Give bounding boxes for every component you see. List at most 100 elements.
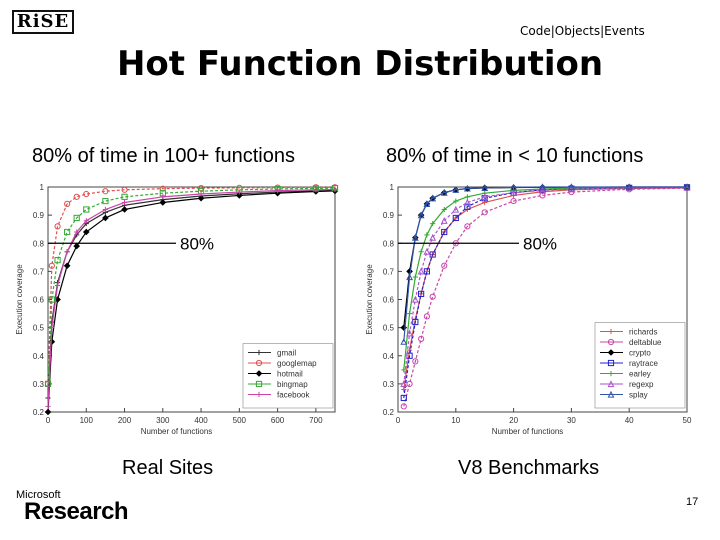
y-axis-label: Execution coverage (365, 264, 374, 335)
data-point-hotmail (44, 408, 52, 416)
data-point-googlemap (54, 223, 61, 230)
right-chart-caption: V8 Benchmarks (458, 457, 600, 479)
data-point-bingmap (73, 214, 80, 222)
annotation-bg (521, 233, 561, 252)
y-axis-label: Execution coverage (15, 264, 24, 335)
data-point-earley (441, 206, 447, 213)
data-point-facebook (74, 229, 80, 235)
y-tick-label: 0.8 (383, 239, 395, 248)
data-point-googlemap (83, 190, 90, 198)
rise-logo: RiSE (12, 10, 74, 34)
data-point-bingmap (54, 257, 61, 264)
data-point-splay (463, 184, 471, 192)
y-tick-label: 0.6 (33, 296, 45, 305)
data-point-googlemap (159, 185, 166, 192)
data-point-splay (539, 183, 546, 191)
data-point-bingmap (44, 380, 52, 387)
data-point-regexp (539, 186, 546, 194)
legend-marker-deltablue (607, 338, 615, 346)
data-point-regexp (463, 198, 471, 206)
data-point-facebook (121, 199, 128, 206)
data-point-deltablue (464, 223, 471, 230)
data-point-splay (417, 211, 425, 219)
series-line-hotmail (47, 190, 336, 413)
right-chart-subtitle: 80% of time in < 10 functions (386, 145, 644, 167)
data-point-hotmail (82, 228, 90, 236)
series-line-raytrace (403, 186, 688, 399)
series-line-googlemap (47, 186, 335, 384)
legend-label-richards: richards (629, 328, 657, 337)
data-point-googlemap (64, 200, 71, 207)
data-point-facebook (275, 188, 281, 194)
data-point-deltablue (400, 403, 407, 410)
annotation-bg (178, 233, 218, 252)
legend-marker-raytrace (607, 359, 615, 367)
series-line-gmail (47, 189, 336, 398)
data-point-regexp (423, 247, 431, 255)
x-tick-label: 700 (309, 416, 323, 425)
x-tick-label: 400 (194, 416, 208, 425)
data-point-deltablue (423, 313, 431, 320)
legend-label-earley: earley (629, 370, 651, 379)
data-point-bingmap (121, 193, 128, 200)
y-tick-label: 0.5 (33, 324, 45, 333)
data-point-regexp (411, 295, 419, 303)
data-point-facebook (83, 218, 89, 224)
y-tick-label: 0.4 (33, 352, 45, 361)
y-tick-label: 0.8 (33, 239, 45, 248)
x-tick-label: 10 (451, 416, 460, 425)
data-point-splay (625, 183, 633, 191)
data-point-deltablue (429, 293, 436, 300)
data-point-raytrace (441, 228, 448, 236)
data-point-facebook (198, 191, 204, 197)
legend-label-splay: splay (629, 391, 648, 400)
data-point-splay (406, 273, 413, 281)
data-point-splay (481, 184, 489, 191)
data-point-raytrace (412, 318, 419, 326)
legend-label-hotmail: hotmail (277, 370, 303, 379)
x-tick-label: 20 (509, 416, 518, 425)
data-point-earley (401, 367, 407, 373)
legend-marker-hotmail (255, 370, 263, 377)
x-tick-label: 30 (567, 416, 576, 425)
y-tick-label: 0.5 (383, 324, 395, 333)
data-point-richards (401, 386, 407, 393)
x-tick-label: 600 (271, 416, 285, 425)
data-point-hotmail (159, 199, 167, 206)
data-point-splay (452, 186, 460, 193)
data-point-deltablue (441, 262, 448, 269)
x-tick-label: 40 (625, 416, 634, 425)
legend-marker-facebook (256, 391, 262, 398)
data-point-regexp (452, 205, 460, 213)
x-axis-label: Number of functions (492, 427, 564, 436)
y-tick-label: 0.9 (383, 211, 395, 220)
data-point-splay (567, 183, 575, 191)
data-point-facebook (102, 206, 108, 213)
data-point-hotmail (121, 206, 128, 213)
data-point-raytrace (464, 203, 471, 210)
series-line-facebook (47, 188, 336, 407)
data-point-deltablue (418, 335, 425, 342)
research-wordmark: Research (24, 498, 129, 525)
data-point-raytrace (418, 290, 425, 297)
data-point-regexp (400, 380, 408, 387)
legend-label-crypto: crypto (629, 349, 651, 358)
tagline: Code|Objects|Events (520, 24, 645, 38)
data-point-regexp (440, 217, 448, 224)
y-tick-label: 0.9 (33, 211, 45, 220)
data-point-raytrace (406, 352, 413, 359)
legend-label-googlemap: googlemap (277, 359, 317, 368)
legend-label-regexp: regexp (629, 380, 654, 389)
left-chart-caption: Real Sites (122, 457, 214, 479)
legend-label-bingmap: bingmap (277, 380, 308, 389)
x-tick-label: 0 (46, 416, 51, 425)
data-point-raytrace (452, 214, 459, 222)
data-point-facebook (64, 249, 70, 255)
annotation-80-percent: 80% (180, 234, 214, 253)
legend-marker-earley (608, 370, 614, 377)
data-point-splay (423, 200, 431, 207)
data-point-googlemap (48, 262, 55, 269)
x-tick-label: 300 (156, 416, 170, 425)
data-point-googlemap (102, 188, 109, 195)
legend-marker-crypto (607, 349, 615, 356)
